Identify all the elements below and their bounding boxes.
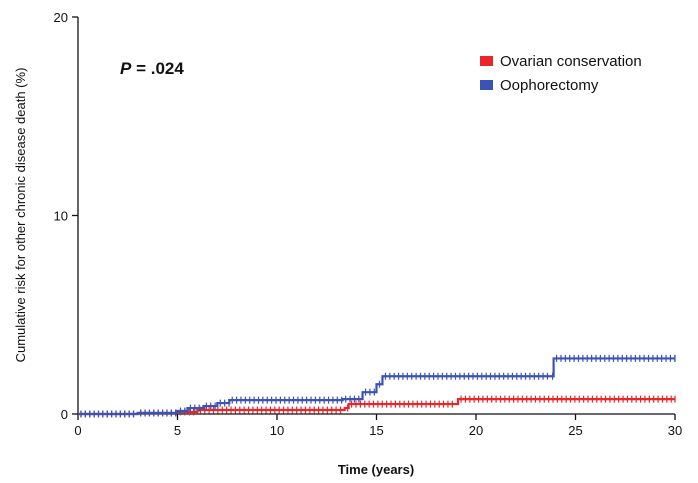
x-tick-label: 10 xyxy=(270,423,284,438)
y-tick-label: 20 xyxy=(54,10,68,25)
x-tick-label: 30 xyxy=(668,423,682,438)
series-line-1 xyxy=(78,357,675,416)
censor-marks-1 xyxy=(80,354,676,418)
legend-label-1: Oophorectomy xyxy=(500,77,599,94)
x-tick-label: 25 xyxy=(568,423,582,438)
x-tick-label: 5 xyxy=(174,423,181,438)
x-tick-label: 15 xyxy=(369,423,383,438)
y-tick-label: 10 xyxy=(54,209,68,224)
legend: Ovarian conservation Oophorectomy xyxy=(480,53,642,94)
legend-swatch-0 xyxy=(480,56,493,66)
y-tick-label: 0 xyxy=(61,407,68,422)
legend-swatch-1 xyxy=(480,80,493,90)
p-value-annotation: P = .024 xyxy=(120,59,184,78)
legend-label-0: Ovarian conservation xyxy=(500,53,642,70)
p-value-italic: P xyxy=(120,59,132,78)
p-value-text: = .024 xyxy=(131,59,184,78)
y-axis-label: Cumulative risk for other chronic diseas… xyxy=(13,68,28,363)
series-layer xyxy=(78,354,676,418)
x-tick-label: 0 xyxy=(74,423,81,438)
x-tick-label: 20 xyxy=(469,423,483,438)
x-axis-label: Time (years) xyxy=(338,462,414,477)
